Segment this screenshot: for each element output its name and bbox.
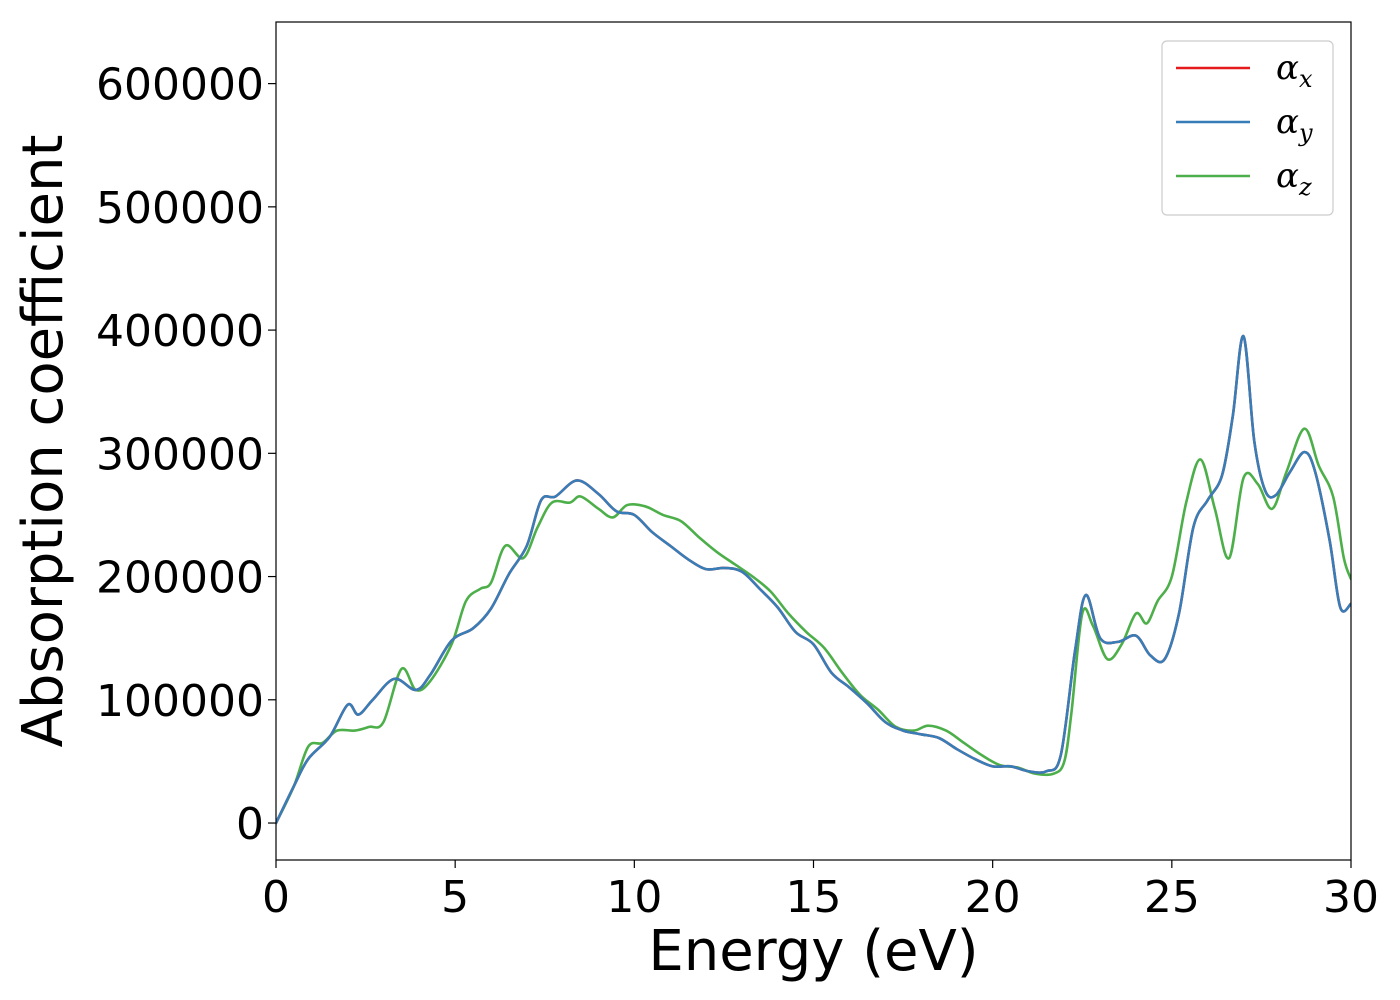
- y-tick-label: 100000: [96, 676, 264, 727]
- x-tick-label: 15: [786, 872, 842, 923]
- y-tick-label: 600000: [96, 60, 264, 111]
- x-tick-label: 10: [606, 872, 662, 923]
- y-tick-label: 300000: [96, 429, 264, 480]
- y-axis: 0 100000 200000 300000 400000 500000 600000: [96, 60, 276, 850]
- series-line-y: [276, 334, 1351, 825]
- x-tick-label: 5: [441, 872, 469, 923]
- y-tick-label: 0: [236, 799, 264, 850]
- series-line-x: [276, 334, 1351, 825]
- x-tick-label: 30: [1323, 872, 1379, 923]
- legend-box: [1161, 40, 1334, 216]
- legend-entry-z: αz: [1176, 156, 1312, 201]
- legend-label: αz: [1276, 156, 1312, 201]
- y-tick-label: 500000: [96, 183, 264, 234]
- legend: αx αy αz: [1161, 40, 1334, 216]
- x-tick-label: 20: [965, 872, 1021, 923]
- legend-label: αx: [1276, 48, 1313, 93]
- y-tick-label: 200000: [96, 553, 264, 604]
- x-tick-label: 0: [262, 872, 290, 923]
- x-axis: 0 5 10 15 20 25 30: [262, 860, 1379, 923]
- legend-entry-y: αy: [1176, 102, 1313, 147]
- x-tick-label: 25: [1144, 872, 1200, 923]
- x-axis-title: Energy (eV): [648, 919, 978, 984]
- legend-label: αy: [1276, 102, 1313, 147]
- series-line-z: [276, 427, 1351, 825]
- y-axis-title: Absorption coefficient: [11, 135, 76, 748]
- y-tick-label: 400000: [96, 306, 264, 357]
- series-layer: [276, 334, 1351, 825]
- legend-entry-x: αx: [1176, 48, 1313, 93]
